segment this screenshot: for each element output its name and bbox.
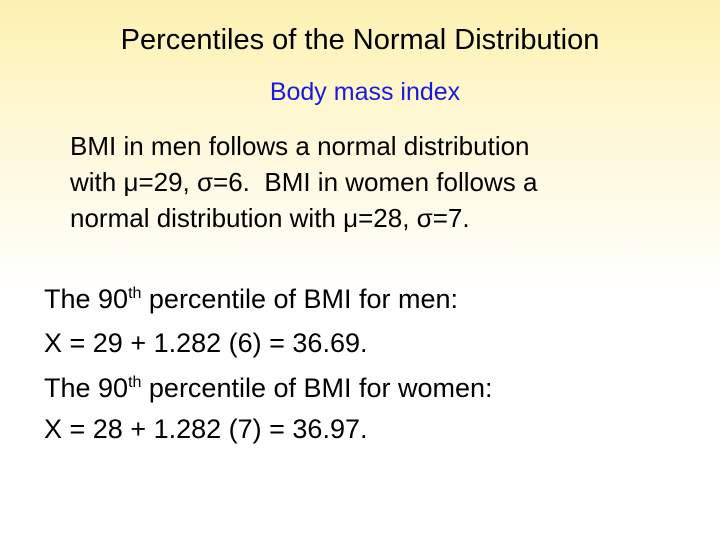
result-text: percentile of BMI for men: (141, 284, 459, 314)
intro-line: normal distribution with μ=28, σ=7. (70, 203, 470, 233)
subtitle: Body mass index (269, 78, 461, 106)
superscript: th (128, 285, 142, 302)
result-line: The 90th percentile of BMI for women: (44, 373, 493, 404)
result-line: The 90th percentile of BMI for men: (44, 284, 458, 315)
result-line: X = 29 + 1.282 (6) = 36.69. (44, 328, 368, 358)
result-line: X = 28 + 1.282 (7) = 36.97. (44, 414, 368, 444)
title: Percentiles of the Normal Distribution (120, 24, 600, 56)
result-text: percentile of BMI for women: (141, 373, 493, 403)
result-text: The 90 (44, 373, 129, 403)
superscript: th (128, 374, 142, 391)
intro-line: with μ=29, σ=6. BMI in women follows a (70, 167, 538, 197)
result-text: The 90 (44, 284, 129, 314)
intro-line: BMI in men follows a normal distribution (70, 131, 530, 161)
